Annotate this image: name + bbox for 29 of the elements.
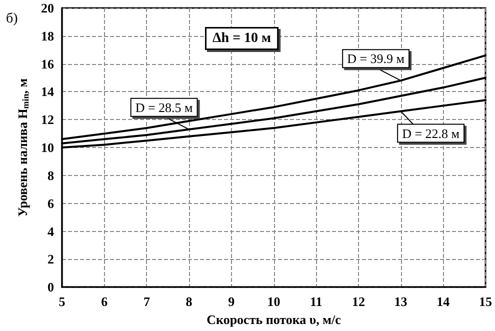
x-tick-label: 14 — [436, 294, 450, 310]
y-tick-label: 14 — [41, 84, 54, 100]
x-tick-label: 8 — [186, 294, 193, 310]
y-tick-label: 18 — [41, 28, 54, 44]
y-tick-label: 6 — [48, 196, 54, 211]
text: б) — [6, 12, 18, 26]
x-tick-label: 7 — [143, 294, 150, 310]
y-tick-label: 10 — [41, 140, 54, 156]
x-tick-label: 12 — [352, 294, 365, 310]
x-axis-title: Скорость потока υ, м/с — [206, 312, 342, 327]
x-tick-label: 13 — [394, 294, 408, 310]
x-tick-label: 5 — [58, 294, 66, 310]
x-tick-label: 6 — [101, 294, 108, 310]
x-tick-label: 11 — [310, 294, 322, 310]
y-axis-title: Уровень налива Hmin, м — [15, 78, 31, 217]
y-tick-label: 4 — [48, 224, 54, 239]
y-tick-label: 20 — [41, 0, 54, 16]
y-tick-label: 16 — [41, 56, 54, 72]
y-tick-label: 2 — [48, 252, 54, 267]
y-tick-label: 0 — [48, 280, 54, 295]
x-tick-label: 9 — [228, 294, 236, 310]
series-label: D = 22.8 м — [402, 126, 460, 141]
x-tick-label: 10 — [267, 294, 280, 310]
y-tick-label: 12 — [41, 112, 54, 128]
x-tick-label: 15 — [479, 294, 492, 310]
series-label: D = 28.5 м — [135, 100, 193, 115]
series-label: D = 39.9 м — [347, 51, 405, 66]
annotation: Δh = 10 м — [212, 31, 272, 46]
y-tick-label: 8 — [48, 168, 54, 183]
